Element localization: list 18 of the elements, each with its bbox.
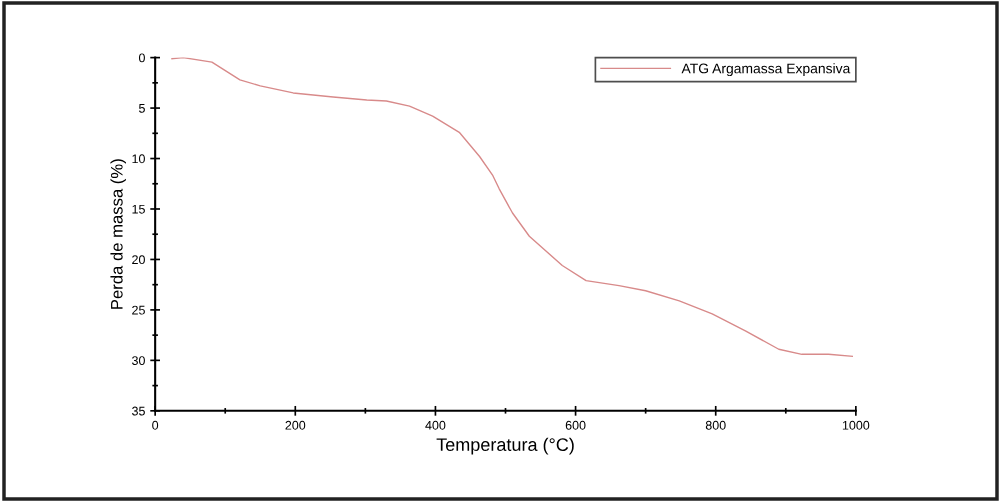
x-tick-label: 800 [705, 420, 726, 430]
x-axis-title: Temperatura (°C) [436, 437, 574, 455]
y-tick-label: 25 [132, 305, 145, 315]
x-tick-label: 600 [565, 420, 586, 430]
legend-label: ATG Argamassa Expansiva [681, 63, 851, 77]
x-tick-label: 1000 [842, 420, 870, 430]
y-tick-label: 0 [138, 53, 145, 63]
y-tick-label: 30 [132, 356, 145, 366]
y-tick-label: 10 [132, 154, 145, 164]
x-tick-label: 400 [425, 420, 446, 430]
y-axis-title: Perda de massa (%) [110, 159, 126, 309]
y-tick-label: 5 [138, 104, 145, 113]
x-tick-label: 0 [152, 420, 159, 430]
x-tick-label: 200 [285, 420, 306, 430]
y-tick-label: 15 [132, 204, 145, 214]
y-tick-label: 35 [132, 406, 145, 416]
y-tick-label: 20 [132, 255, 145, 265]
line-series [171, 57, 854, 358]
